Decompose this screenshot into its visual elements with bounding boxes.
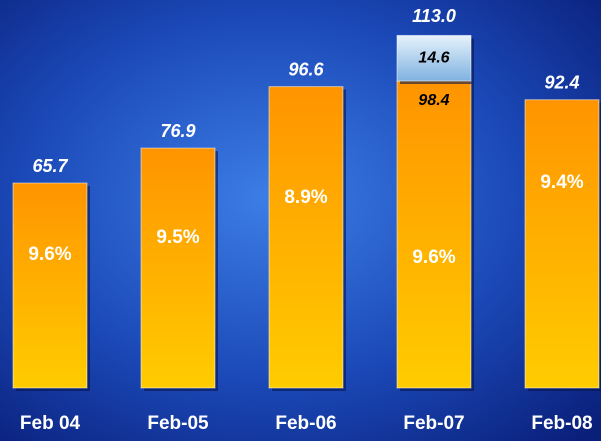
rate-label: 9.5% bbox=[156, 227, 199, 248]
x-tick-label: Feb-08 bbox=[531, 413, 592, 434]
x-tick-label: Feb-05 bbox=[147, 413, 209, 434]
bar bbox=[13, 183, 87, 388]
value-label: 76.9 bbox=[160, 121, 195, 141]
x-tick-label: Feb-07 bbox=[403, 413, 464, 434]
value-label: 65.7 bbox=[32, 156, 68, 176]
x-tick-label: Feb 04 bbox=[20, 413, 81, 434]
value-label: 96.6 bbox=[288, 59, 324, 79]
chart: 65.7 9.6% Feb 04 76.9 9.5% Feb-05 96.6 8.9% Feb-… bbox=[0, 0, 601, 441]
bar bbox=[525, 100, 599, 388]
rate-label: 8.9% bbox=[284, 187, 327, 208]
bar bbox=[141, 148, 215, 388]
total-label: 113.0 bbox=[412, 6, 456, 26]
value-label: 14.6 bbox=[418, 49, 449, 66]
rate-label: 9.6% bbox=[412, 247, 455, 268]
x-tick-label: Feb-06 bbox=[275, 413, 336, 434]
bar bbox=[269, 87, 343, 388]
rate-label: 9.4% bbox=[540, 172, 583, 193]
bar bbox=[397, 81, 471, 388]
rate-label: 9.6% bbox=[28, 244, 71, 265]
value-label: 92.4 bbox=[544, 72, 579, 92]
value-label: 98.4 bbox=[418, 92, 449, 109]
